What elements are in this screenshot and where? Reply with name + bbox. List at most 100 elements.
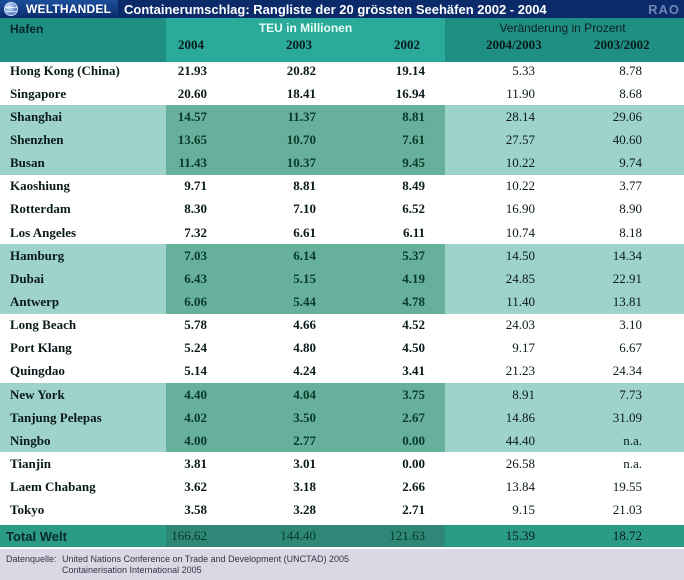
change-2004-2003: 24.03 xyxy=(505,317,535,333)
teu-2004: 14.57 xyxy=(177,108,207,124)
change-2004-2003: 14.86 xyxy=(505,409,535,425)
port-name: Dubai xyxy=(10,270,44,286)
table-row: Tanjung Pelepas 4.02 3.50 2.67 14.86 31.09 xyxy=(0,406,684,430)
teu-2003: 8.81 xyxy=(293,178,316,194)
teu-2002: 3.75 xyxy=(402,386,425,402)
teu-2004: 6.43 xyxy=(184,270,207,286)
teu-2003: 7.10 xyxy=(293,201,316,217)
change-2004-2003: 28.14 xyxy=(505,108,535,124)
teu-2004: 7.32 xyxy=(184,224,207,240)
table-row: Port Klang 5.24 4.80 4.50 9.17 6.67 xyxy=(0,337,684,360)
table-row: Antwerp 6.06 5.44 4.78 11.40 13.81 xyxy=(0,290,684,314)
teu-2004: 5.78 xyxy=(184,317,207,333)
teu-2003: 6.61 xyxy=(293,224,316,240)
change-2004-2003: 8.91 xyxy=(512,386,535,402)
port-name: Tokyo xyxy=(10,502,45,518)
teu-2003: 3.01 xyxy=(293,455,316,471)
change-2003-2002: n.a. xyxy=(623,455,642,471)
change-2004-2003: 10.22 xyxy=(505,155,535,171)
teu-2003: 4.04 xyxy=(293,386,316,402)
table-body: Hong Kong (China) 21.93 20.82 19.14 5.33 8.78… xyxy=(0,59,684,522)
teu-2003: 4.24 xyxy=(293,363,316,379)
change-2004-2003: 10.22 xyxy=(505,178,535,194)
teu-2002: 19.14 xyxy=(395,62,425,78)
change-2003-2002: 21.03 xyxy=(612,502,642,518)
port-name: Rotterdam xyxy=(10,201,71,217)
teu-2002: 3.41 xyxy=(402,363,425,379)
teu-2002: 5.37 xyxy=(402,247,425,263)
change-2003-2002: 14.34 xyxy=(612,247,642,263)
teu-2004: 5.24 xyxy=(184,340,207,356)
table-row: Shanghai 14.57 11.37 8.81 28.14 29.06 xyxy=(0,105,684,129)
port-name: Laem Chabang xyxy=(10,479,96,495)
source-line-2: Containerisation International 2005 xyxy=(62,565,202,575)
teu-2002: 4.52 xyxy=(402,317,425,333)
teu-2002: 0.00 xyxy=(402,432,425,448)
change-2003-2002: 6.67 xyxy=(619,340,642,356)
change-2003-2002: 3.10 xyxy=(619,317,642,333)
column-header-change-2003-2002: 2003/2002 xyxy=(594,37,650,52)
teu-2004: 7.03 xyxy=(184,247,207,263)
table-row: Tokyo 3.58 3.28 2.71 9.15 21.03 xyxy=(0,499,684,522)
change-2003-2002: 40.60 xyxy=(612,131,642,147)
teu-2003: 5.44 xyxy=(293,293,316,309)
port-name: Long Beach xyxy=(10,317,77,333)
source-label: Datenquelle: xyxy=(6,554,57,564)
teu-2002: 0.00 xyxy=(402,455,425,471)
change-2004-2003: 11.40 xyxy=(506,293,535,309)
teu-2003: 4.80 xyxy=(293,340,316,356)
teu-2003: 10.70 xyxy=(286,131,316,147)
change-2004-2003: 44.40 xyxy=(505,432,535,448)
title-bar: WELTHANDEL Containerumschlag: Rangliste … xyxy=(0,0,684,18)
teu-2004: 9.71 xyxy=(184,178,207,194)
change-2003-2002: 13.81 xyxy=(612,293,642,309)
source-line-1: United Nations Conference on Trade and D… xyxy=(62,554,349,564)
table-row: Tianjin 3.81 3.01 0.00 26.58 n.a. xyxy=(0,452,684,475)
teu-2003: 20.82 xyxy=(286,62,316,78)
brand-label: WELTHANDEL xyxy=(26,2,112,16)
group-header-change: Veränderung in Prozent xyxy=(499,21,626,35)
teu-2002: 4.19 xyxy=(402,270,425,286)
teu-2004: 3.58 xyxy=(184,502,207,518)
change-2003-2002: 9.74 xyxy=(619,155,642,171)
port-name: Shanghai xyxy=(10,108,63,124)
header-teu-bg xyxy=(166,18,445,62)
teu-2002: 8.81 xyxy=(402,108,425,124)
change-2004-2003: 24.85 xyxy=(505,270,535,286)
port-name: Tianjin xyxy=(10,455,51,471)
teu-2002: 7.61 xyxy=(402,131,425,147)
total-change-2004-2003: 15.39 xyxy=(505,528,535,543)
teu-2003: 6.14 xyxy=(293,247,316,263)
teu-2003: 3.50 xyxy=(293,409,316,425)
teu-2004: 8.30 xyxy=(184,201,207,217)
change-2003-2002: 8.90 xyxy=(619,201,642,217)
table-row: New York 4.40 4.04 3.75 8.91 7.73 xyxy=(0,382,684,407)
teu-2003: 2.77 xyxy=(293,432,316,448)
table-row: Busan 11.43 10.37 9.45 10.22 9.74 xyxy=(0,151,684,175)
port-name: Tanjung Pelepas xyxy=(10,409,102,425)
source-footer: Datenquelle: United Nations Conference o… xyxy=(0,549,684,580)
globe-icon xyxy=(4,2,18,16)
teu-2004: 11.43 xyxy=(178,155,207,171)
teu-2004: 20.60 xyxy=(177,85,207,101)
port-name: Port Klang xyxy=(10,340,72,356)
change-2004-2003: 27.57 xyxy=(505,131,535,147)
group-header-teu: TEU in Millionen xyxy=(258,21,353,35)
table-row: Rotterdam 8.30 7.10 6.52 16.90 8.90 xyxy=(0,198,684,221)
table-row: Laem Chabang 3.62 3.18 2.66 13.84 19.55 xyxy=(0,476,684,499)
teu-2004: 4.00 xyxy=(184,432,207,448)
table-row: Ningbo 4.00 2.77 0.00 44.40 n.a. xyxy=(0,429,684,453)
column-header-2002: 2002 xyxy=(394,37,420,52)
port-name: Shenzhen xyxy=(10,131,64,147)
teu-2004: 6.06 xyxy=(184,293,207,309)
teu-2004: 4.40 xyxy=(184,386,207,402)
table-row: Hamburg 7.03 6.14 5.37 14.50 14.34 xyxy=(0,244,684,268)
change-2003-2002: 8.18 xyxy=(619,224,642,240)
table-row: Dubai 6.43 5.15 4.19 24.85 22.91 xyxy=(0,267,684,291)
change-2003-2002: 19.55 xyxy=(612,479,642,495)
change-2004-2003: 9.17 xyxy=(512,340,535,356)
teu-2004: 13.65 xyxy=(177,131,207,147)
column-header-2004: 2004 xyxy=(178,37,204,52)
port-name: Hong Kong (China) xyxy=(10,62,120,78)
change-2004-2003: 10.74 xyxy=(505,224,535,240)
